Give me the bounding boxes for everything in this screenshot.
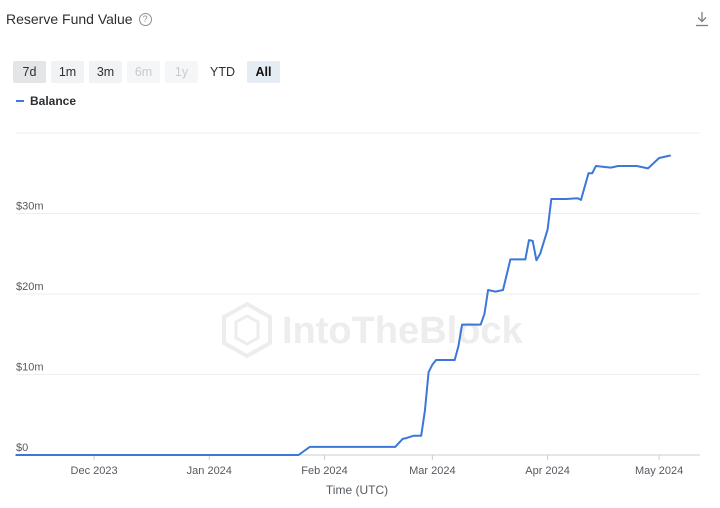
data-point [453, 359, 456, 361]
data-point [420, 434, 423, 437]
y-tick-label: $0 [16, 442, 28, 454]
range-button-all[interactable]: All [247, 61, 280, 83]
x-tick-label: Mar 2024 [409, 465, 455, 477]
data-point [413, 434, 415, 437]
x-tick-label: Jan 2024 [187, 465, 232, 477]
y-tick-label: $10m [16, 362, 44, 374]
data-point [509, 258, 512, 261]
data-point [424, 409, 426, 412]
data-point [405, 437, 408, 439]
data-point [531, 240, 534, 242]
data-point [539, 252, 541, 255]
range-button-1y: 1y [165, 61, 198, 83]
data-point [636, 165, 638, 167]
grid-lines [16, 132, 700, 456]
range-button-3m[interactable]: 3m [89, 61, 122, 83]
data-point [431, 364, 434, 366]
watermark: IntoTheBlock [222, 301, 524, 359]
data-point [550, 198, 553, 200]
download-icon[interactable] [694, 10, 710, 28]
data-point [483, 313, 486, 315]
time-range-selector: 7d 1m 3m 6m 1y YTD All [13, 61, 280, 83]
data-point [308, 446, 311, 448]
x-tick-label: Dec 2023 [71, 465, 118, 477]
data-point [479, 323, 482, 326]
data-point [546, 228, 549, 231]
chart-header: Reserve Fund Value ? [6, 11, 152, 27]
data-point [528, 239, 530, 241]
watermark-text: IntoTheBlock [282, 310, 524, 352]
watermark-logo-icon [222, 301, 272, 359]
chart-legend[interactable]: Balance [16, 94, 76, 108]
data-point [461, 323, 463, 326]
data-point [576, 197, 579, 199]
data-point [669, 154, 672, 157]
x-axis-title: Time (UTC) [326, 483, 388, 497]
x-axis: Dec 2023 Jan 2024 Feb 2024 Mar 2024 Apr 2024… [71, 455, 683, 477]
data-point [427, 371, 430, 373]
data-point [394, 446, 397, 448]
data-point [15, 454, 17, 456]
data-point [435, 359, 437, 361]
data-point [617, 165, 619, 167]
range-button-1m[interactable]: 1m [51, 61, 84, 83]
data-point [580, 199, 582, 201]
data-point [524, 258, 527, 261]
data-point [587, 172, 590, 175]
data-point [535, 259, 538, 262]
data-point [565, 198, 567, 200]
series-line-balance[interactable] [16, 154, 671, 456]
range-button-ytd[interactable]: YTD [210, 65, 235, 79]
data-point [487, 289, 489, 291]
data-point [610, 166, 612, 169]
data-point [647, 167, 649, 170]
legend-label-balance: Balance [30, 94, 77, 108]
chart-title: Reserve Fund Value [6, 11, 133, 27]
x-tick-label: May 2024 [635, 465, 683, 477]
range-button-7d[interactable]: 7d [13, 61, 46, 83]
help-icon[interactable]: ? [138, 12, 152, 26]
range-button-6m: 6m [127, 61, 160, 83]
data-point [502, 289, 504, 291]
y-tick-label: $20m [16, 281, 44, 293]
y-tick-label: $30m [16, 201, 44, 213]
x-tick-label: Feb 2024 [301, 465, 347, 477]
data-point [457, 345, 460, 348]
data-point [297, 454, 300, 456]
data-point [595, 165, 597, 167]
x-tick-label: Apr 2024 [525, 465, 570, 477]
data-point [591, 172, 593, 175]
legend-swatch [16, 100, 24, 102]
data-point [494, 290, 497, 293]
y-axis: $0 $10m $20m $30m [16, 201, 44, 455]
data-point [658, 157, 660, 159]
series-balance[interactable] [15, 154, 672, 456]
data-point [401, 438, 404, 440]
